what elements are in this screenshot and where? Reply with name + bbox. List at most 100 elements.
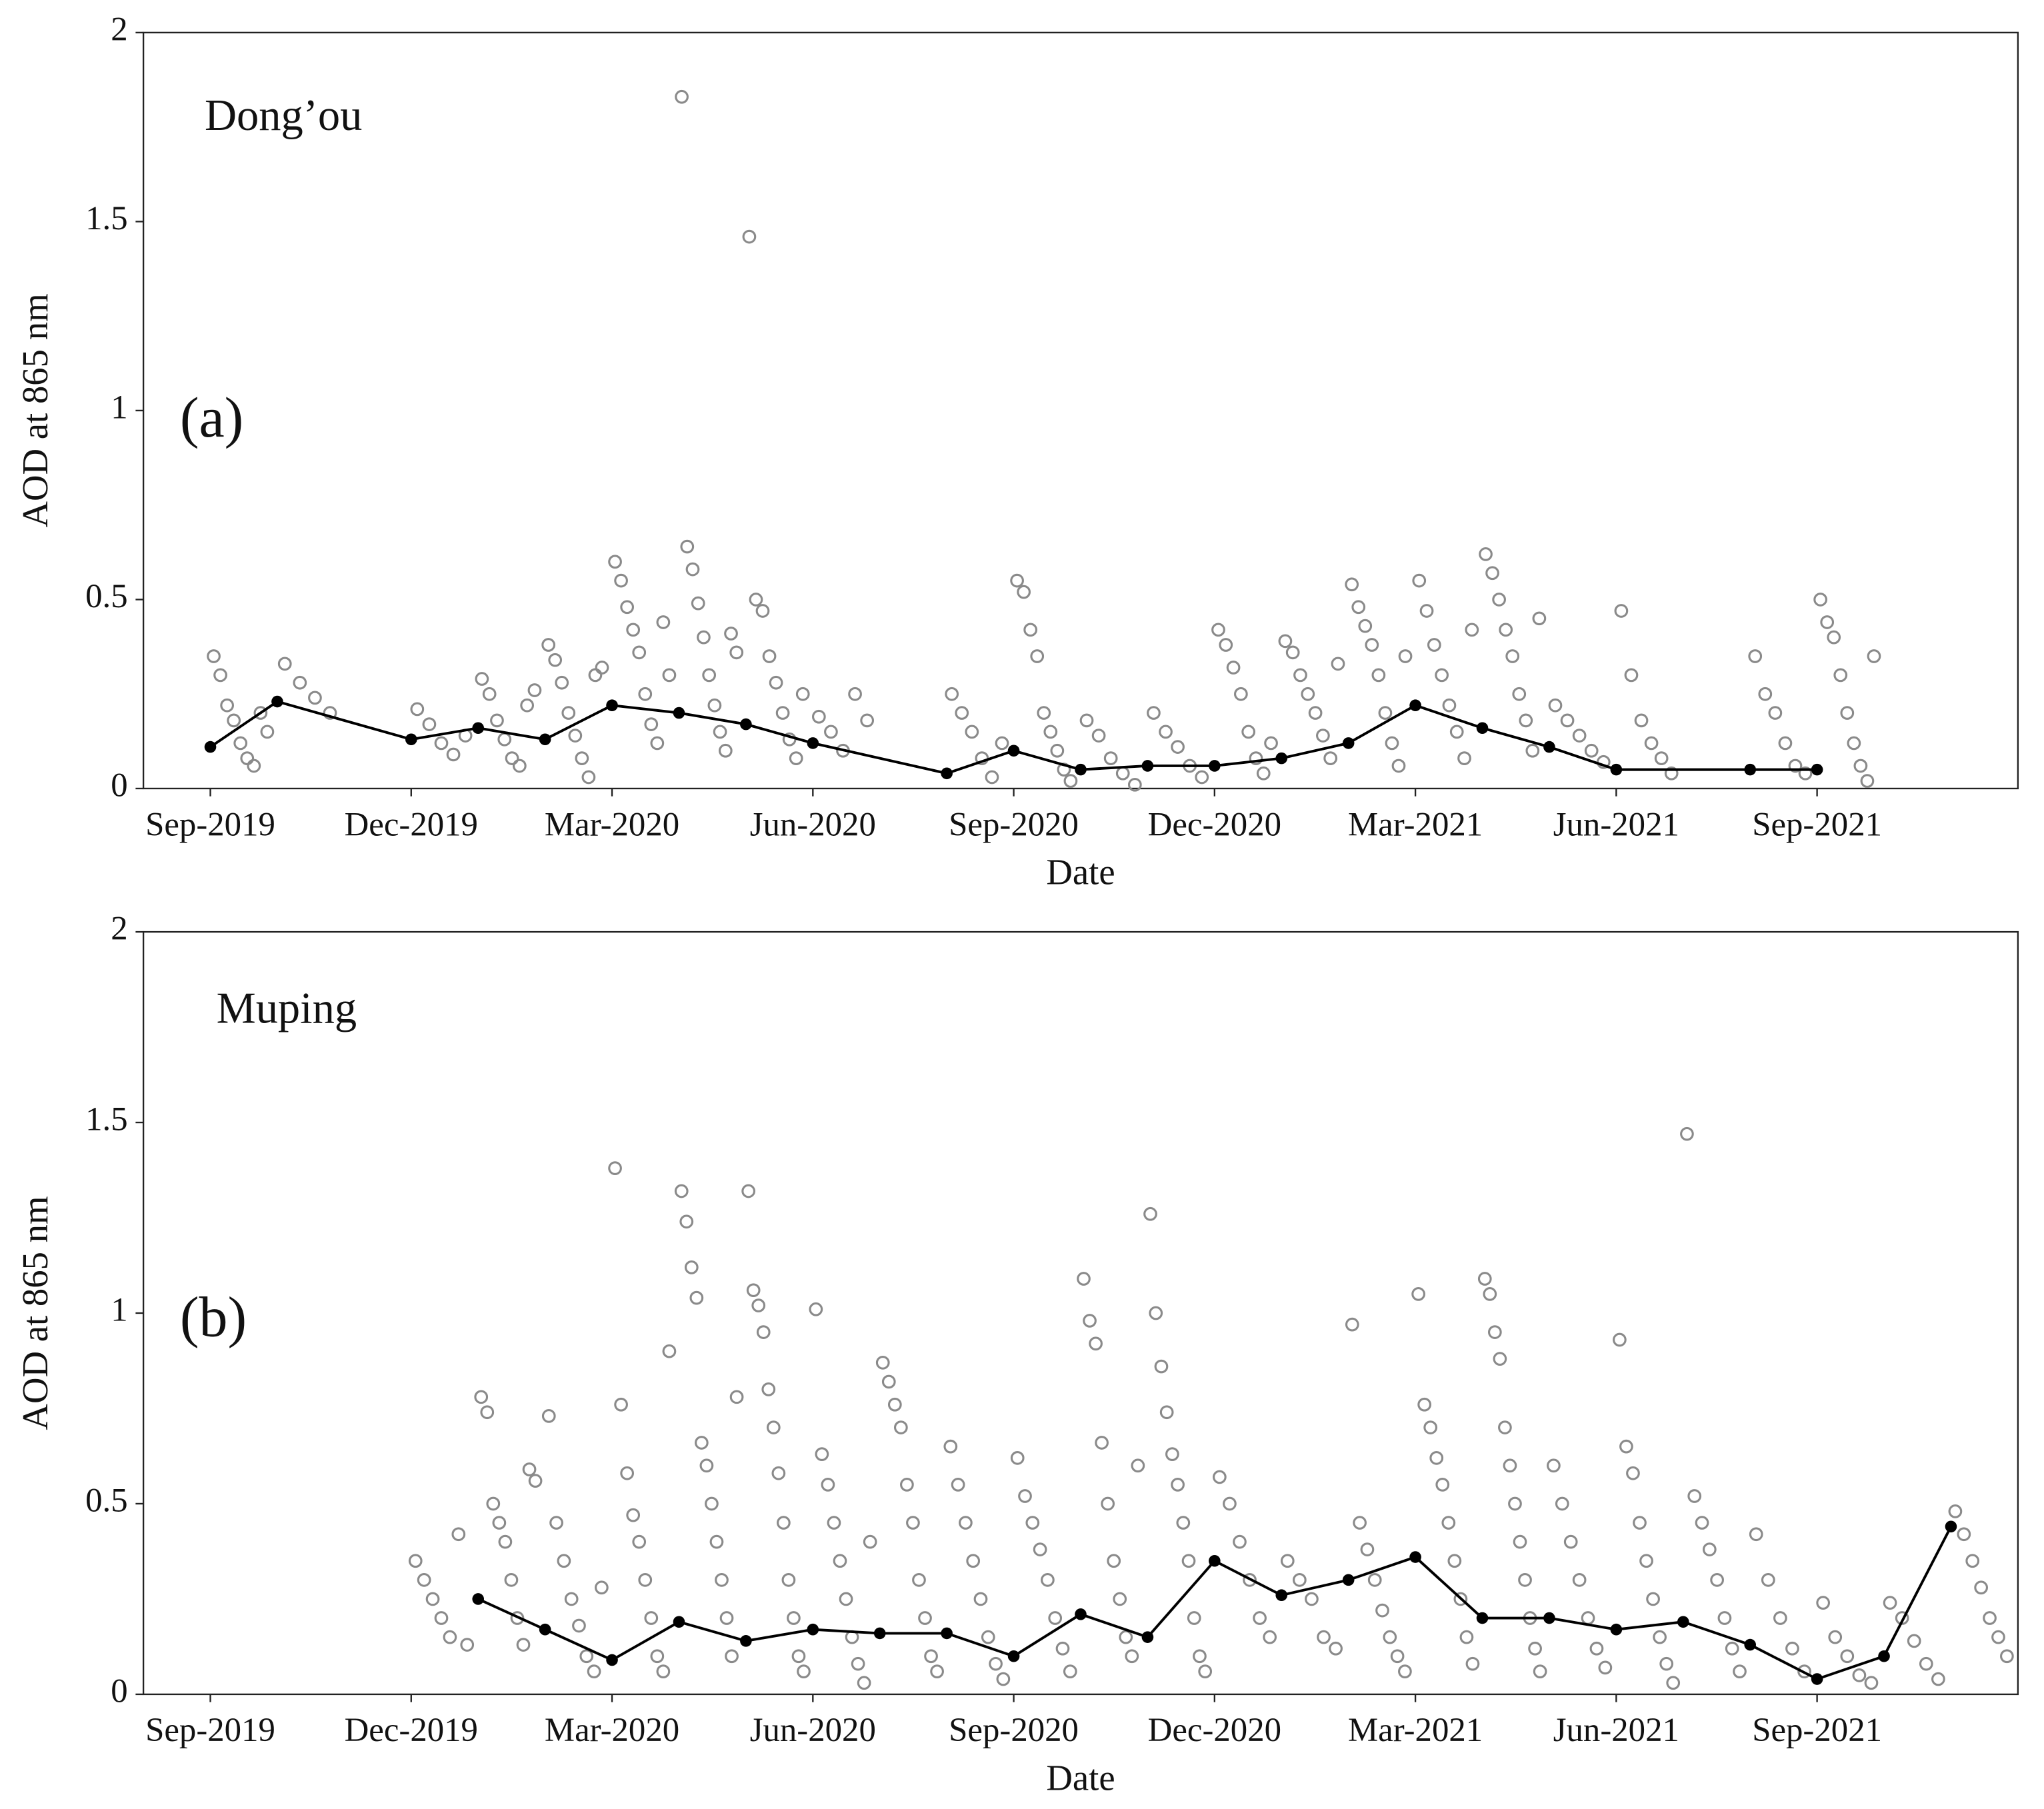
x-tick-label: Jun-2020	[750, 805, 876, 843]
aod-point	[1479, 547, 1493, 561]
mean-point	[1141, 1631, 1154, 1643]
aod-point	[644, 1611, 659, 1625]
aod-point	[1827, 630, 1841, 645]
aod-point	[422, 717, 437, 731]
aod-point	[1256, 766, 1271, 781]
aod-point	[1127, 777, 1142, 792]
aod-point	[1263, 1630, 1277, 1644]
aod-point	[1018, 1489, 1032, 1503]
mean-point	[1209, 1554, 1221, 1567]
aod-point	[1680, 1126, 1694, 1141]
aod-point	[575, 751, 589, 765]
aod-point	[1459, 1630, 1474, 1644]
aod-point	[860, 713, 875, 728]
aod-point	[1159, 725, 1173, 739]
mean-point	[1141, 760, 1154, 772]
aod-point	[887, 1397, 902, 1412]
aod-point	[875, 1355, 890, 1370]
aod-point	[644, 717, 659, 731]
aod-point	[1264, 736, 1278, 751]
aod-point	[1149, 1306, 1163, 1320]
aod-point	[1010, 1450, 1025, 1465]
aod-point	[510, 1611, 525, 1625]
aod-point	[959, 1516, 973, 1530]
aod-point	[1293, 1572, 1307, 1587]
aod-point	[1449, 725, 1464, 739]
aod-point	[1398, 649, 1413, 663]
aod-point	[1813, 593, 1827, 607]
aod-point	[795, 687, 810, 701]
y-tick-label: 1	[111, 389, 127, 426]
aod-point	[1639, 1554, 1653, 1568]
plot-frame	[142, 31, 2019, 790]
aod-point	[620, 1466, 635, 1480]
aod-point	[1483, 1287, 1497, 1301]
aod-point	[839, 1592, 853, 1606]
mean-point	[1409, 1551, 1421, 1563]
aod-point	[434, 736, 449, 751]
mean-point	[1744, 763, 1756, 776]
aod-point	[746, 1283, 761, 1298]
aod-point	[1758, 687, 1773, 701]
aod-point	[1487, 1325, 1502, 1339]
aod-point	[1316, 729, 1330, 743]
aod-point	[1017, 585, 1031, 599]
aod-point	[775, 706, 790, 720]
aod-point	[588, 668, 603, 683]
mean-point	[1878, 1650, 1890, 1662]
aod-point	[1492, 593, 1506, 607]
aod-point	[1948, 1504, 1963, 1518]
aod-point	[2000, 1649, 2014, 1664]
aod-point	[1828, 1630, 1843, 1644]
mean-point	[1945, 1520, 1957, 1533]
aod-point	[1375, 1603, 1389, 1618]
aod-point	[1512, 687, 1527, 701]
aod-point	[1442, 698, 1457, 713]
aod-point	[751, 1298, 766, 1312]
aod-point	[729, 1390, 744, 1404]
aod-point	[1412, 573, 1427, 588]
aod-point	[1358, 619, 1373, 633]
aod-point	[1119, 1630, 1133, 1644]
aod-point	[675, 89, 689, 104]
aod-point	[1664, 766, 1679, 781]
aod-point	[410, 702, 425, 717]
mean-point	[539, 1623, 551, 1636]
aod-point	[1572, 1572, 1587, 1587]
aod-point	[1427, 638, 1441, 652]
aod-point	[1154, 1359, 1169, 1374]
aod-point	[1345, 1317, 1359, 1332]
aod-point	[1063, 774, 1078, 788]
aod-point	[685, 562, 700, 577]
aod-point	[1563, 1534, 1578, 1549]
aod-point	[1211, 623, 1225, 637]
aod-point	[709, 1534, 724, 1549]
aod-point	[1633, 1516, 1647, 1530]
aod-point	[557, 1554, 571, 1568]
mean-point	[1075, 1608, 1087, 1620]
y-tick-label: 0	[111, 767, 127, 804]
aod-point	[482, 687, 497, 701]
aod-point	[1411, 1287, 1425, 1301]
aod-point	[548, 653, 563, 667]
aod-point	[1043, 725, 1058, 739]
mean-point	[472, 1593, 485, 1605]
aod-point	[691, 596, 705, 611]
aod-point	[771, 1466, 786, 1480]
aod-point	[662, 1344, 677, 1358]
aod-point	[581, 770, 596, 785]
aod-point	[497, 732, 512, 747]
aod-point	[1329, 1641, 1343, 1656]
x-tick-label: Sep-2020	[949, 805, 1079, 843]
aod-point	[247, 759, 261, 773]
aod-point	[694, 1436, 709, 1450]
aod-point	[1820, 615, 1835, 629]
aod-point	[1115, 766, 1130, 781]
aod-point	[966, 1554, 981, 1568]
aod-point	[504, 1572, 519, 1587]
aod-point	[766, 1420, 781, 1434]
site-name: Muping	[217, 984, 357, 1033]
aod-point	[787, 1611, 801, 1625]
